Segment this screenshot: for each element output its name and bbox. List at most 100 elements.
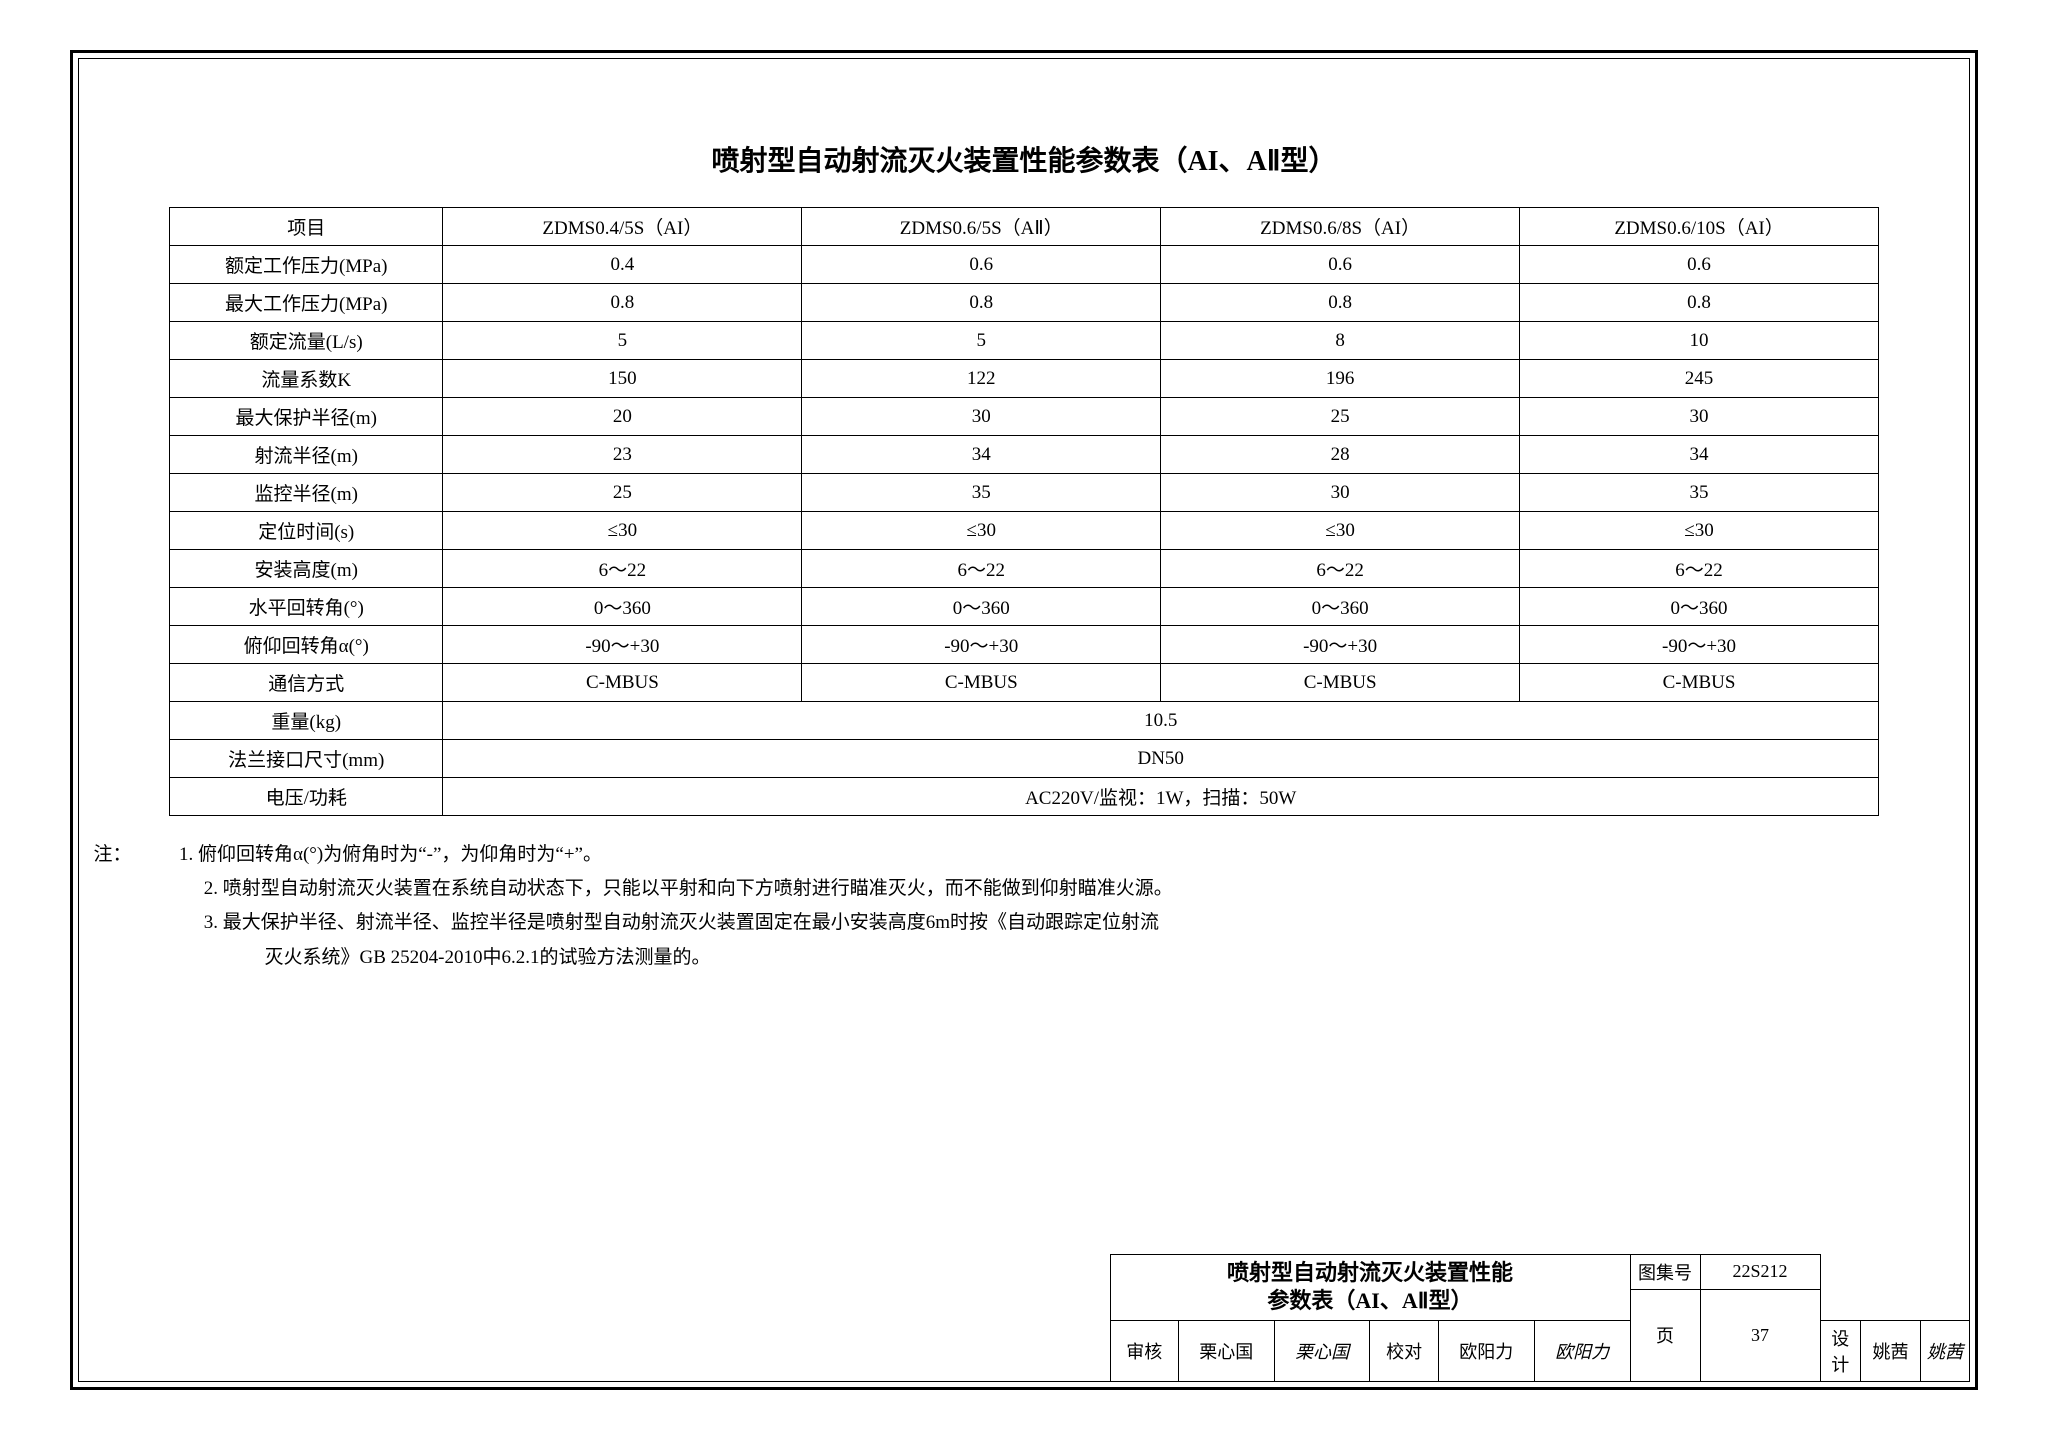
table-row: 额定工作压力(MPa)0.40.60.60.6 <box>170 246 1879 284</box>
row-cell: ≤30 <box>1520 512 1879 550</box>
row-cell: 8 <box>1161 322 1520 360</box>
table-row: 定位时间(s)≤30≤30≤30≤30 <box>170 512 1879 550</box>
review-label: 审核 <box>1110 1321 1178 1382</box>
drawing-title-line2: 参数表（AI、AⅡ型） <box>1117 1287 1624 1316</box>
row-label: 水平回转角(°) <box>170 588 443 626</box>
table-row: 通信方式C-MBUSC-MBUSC-MBUSC-MBUS <box>170 664 1879 702</box>
header-cell: 项目 <box>170 208 443 246</box>
row-cell: C-MBUS <box>802 664 1161 702</box>
row-cell: 0～360 <box>802 588 1161 626</box>
row-label: 法兰接口尺寸(mm) <box>170 740 443 778</box>
page-label: 页 <box>1630 1289 1700 1381</box>
row-cell: 0.8 <box>1161 284 1520 322</box>
params-table: 项目 ZDMS0.4/5S（AI） ZDMS0.6/5S（AⅡ） ZDMS0.6… <box>169 207 1879 816</box>
table-row: 俯仰回转角α(°)-90～+30-90～+30-90～+30-90～+30 <box>170 626 1879 664</box>
row-cell: 6～22 <box>1520 550 1879 588</box>
row-label: 重量(kg) <box>170 702 443 740</box>
row-cell: 25 <box>443 474 802 512</box>
row-cell: 6～22 <box>443 550 802 588</box>
row-cell: 245 <box>1520 360 1879 398</box>
row-cell: C-MBUS <box>1161 664 1520 702</box>
row-label: 安装高度(m) <box>170 550 443 588</box>
row-cell: 0.6 <box>1161 246 1520 284</box>
table-row: 流量系数K150122196245 <box>170 360 1879 398</box>
row-cell: 0～360 <box>1520 588 1879 626</box>
row-label: 射流半径(m) <box>170 436 443 474</box>
row-cell: ≤30 <box>802 512 1161 550</box>
review-name: 栗心国 <box>1178 1321 1274 1382</box>
row-cell: 30 <box>1161 474 1520 512</box>
drawing-title: 喷射型自动射流灭火装置性能 参数表（AI、AⅡ型） <box>1110 1254 1630 1320</box>
row-cell: 0.6 <box>802 246 1161 284</box>
row-cell: 30 <box>1520 398 1879 436</box>
row-label: 额定工作压力(MPa) <box>170 246 443 284</box>
header-cell: ZDMS0.6/5S（AⅡ） <box>802 208 1161 246</box>
row-cell: 0.6 <box>1520 246 1879 284</box>
header-cell: ZDMS0.6/8S（AI） <box>1161 208 1520 246</box>
row-cell: 6～22 <box>1161 550 1520 588</box>
inner-frame: 喷射型自动射流灭火装置性能参数表（AI、AⅡ型） 项目 ZDMS0.4/5S（A… <box>78 58 1970 1382</box>
row-cell: 28 <box>1161 436 1520 474</box>
note-item: 3. 最大保护半径、射流半径、监控半径是喷射型自动射流灭火装置固定在最小安装高度… <box>179 906 1879 940</box>
row-cell: 0.4 <box>443 246 802 284</box>
row-cell: 35 <box>1520 474 1879 512</box>
check-name: 欧阳力 <box>1438 1321 1534 1382</box>
table-row: 额定流量(L/s)55810 <box>170 322 1879 360</box>
row-cell: 196 <box>1161 360 1520 398</box>
row-label: 定位时间(s) <box>170 512 443 550</box>
row-cell: 5 <box>443 322 802 360</box>
note-item: 2. 喷射型自动射流灭火装置在系统自动状态下，只能以平射和向下方喷射进行瞄准灭火… <box>179 872 1879 906</box>
row-merged-cell: AC220V/监视：1W，扫描：50W <box>443 778 1879 816</box>
atlas-label: 图集号 <box>1630 1254 1700 1289</box>
row-cell: 122 <box>802 360 1161 398</box>
row-label: 最大保护半径(m) <box>170 398 443 436</box>
row-cell: 30 <box>802 398 1161 436</box>
notes-block: 注：1. 俯仰回转角α(°)为俯角时为“-”，为仰角时为“+”。 2. 喷射型自… <box>169 838 1879 975</box>
page-value: 37 <box>1700 1289 1820 1381</box>
row-merged-cell: DN50 <box>443 740 1879 778</box>
outer-frame: 喷射型自动射流灭火装置性能参数表（AI、AⅡ型） 项目 ZDMS0.4/5S（A… <box>70 50 1978 1390</box>
row-cell: 0.8 <box>802 284 1161 322</box>
note-item: 注：1. 俯仰回转角α(°)为俯角时为“-”，为仰角时为“+”。 <box>179 838 1879 872</box>
table-row: 最大保护半径(m)20302530 <box>170 398 1879 436</box>
design-signature: 姚茜 <box>1921 1321 1970 1381</box>
row-cell: C-MBUS <box>443 664 802 702</box>
row-cell: 6～22 <box>802 550 1161 588</box>
drawing-title-line1: 喷射型自动射流灭火装置性能 <box>1117 1259 1624 1288</box>
title-block: 喷射型自动射流灭火装置性能 参数表（AI、AⅡ型） 图集号 22S212 页 3… <box>1110 1254 1971 1382</box>
table-row-merged: 重量(kg)10.5 <box>170 702 1879 740</box>
row-cell: 0.8 <box>443 284 802 322</box>
design-name: 姚茜 <box>1861 1321 1921 1381</box>
check-signature: 欧阳力 <box>1534 1321 1630 1382</box>
row-cell: -90～+30 <box>443 626 802 664</box>
check-label: 校对 <box>1370 1321 1438 1382</box>
row-cell: 150 <box>443 360 802 398</box>
row-cell: 20 <box>443 398 802 436</box>
row-cell: 10 <box>1520 322 1879 360</box>
table-row-merged: 法兰接口尺寸(mm)DN50 <box>170 740 1879 778</box>
row-cell: ≤30 <box>443 512 802 550</box>
row-cell: 34 <box>802 436 1161 474</box>
row-label: 监控半径(m) <box>170 474 443 512</box>
row-label: 俯仰回转角α(°) <box>170 626 443 664</box>
row-cell: 23 <box>443 436 802 474</box>
row-cell: 34 <box>1520 436 1879 474</box>
row-cell: 25 <box>1161 398 1520 436</box>
row-cell: 0～360 <box>1161 588 1520 626</box>
row-label: 流量系数K <box>170 360 443 398</box>
row-cell: ≤30 <box>1161 512 1520 550</box>
row-label: 电压/功耗 <box>170 778 443 816</box>
table-row-merged: 电压/功耗AC220V/监视：1W，扫描：50W <box>170 778 1879 816</box>
row-cell: -90～+30 <box>1520 626 1879 664</box>
atlas-value: 22S212 <box>1700 1254 1820 1289</box>
page-title: 喷射型自动射流灭火装置性能参数表（AI、AⅡ型） <box>169 139 1879 179</box>
table-row: 水平回转角(°)0～3600～3600～3600～360 <box>170 588 1879 626</box>
row-cell: 0～360 <box>443 588 802 626</box>
table-row: 射流半径(m)23342834 <box>170 436 1879 474</box>
table-row: 安装高度(m)6～226～226～226～22 <box>170 550 1879 588</box>
row-cell: -90～+30 <box>802 626 1161 664</box>
design-label: 设计 <box>1821 1321 1861 1381</box>
table-row: 最大工作压力(MPa)0.80.80.80.8 <box>170 284 1879 322</box>
note-item-continuation: 灭火系统》GB 25204-2010中6.2.1的试验方法测量的。 <box>179 941 1879 975</box>
row-label: 通信方式 <box>170 664 443 702</box>
